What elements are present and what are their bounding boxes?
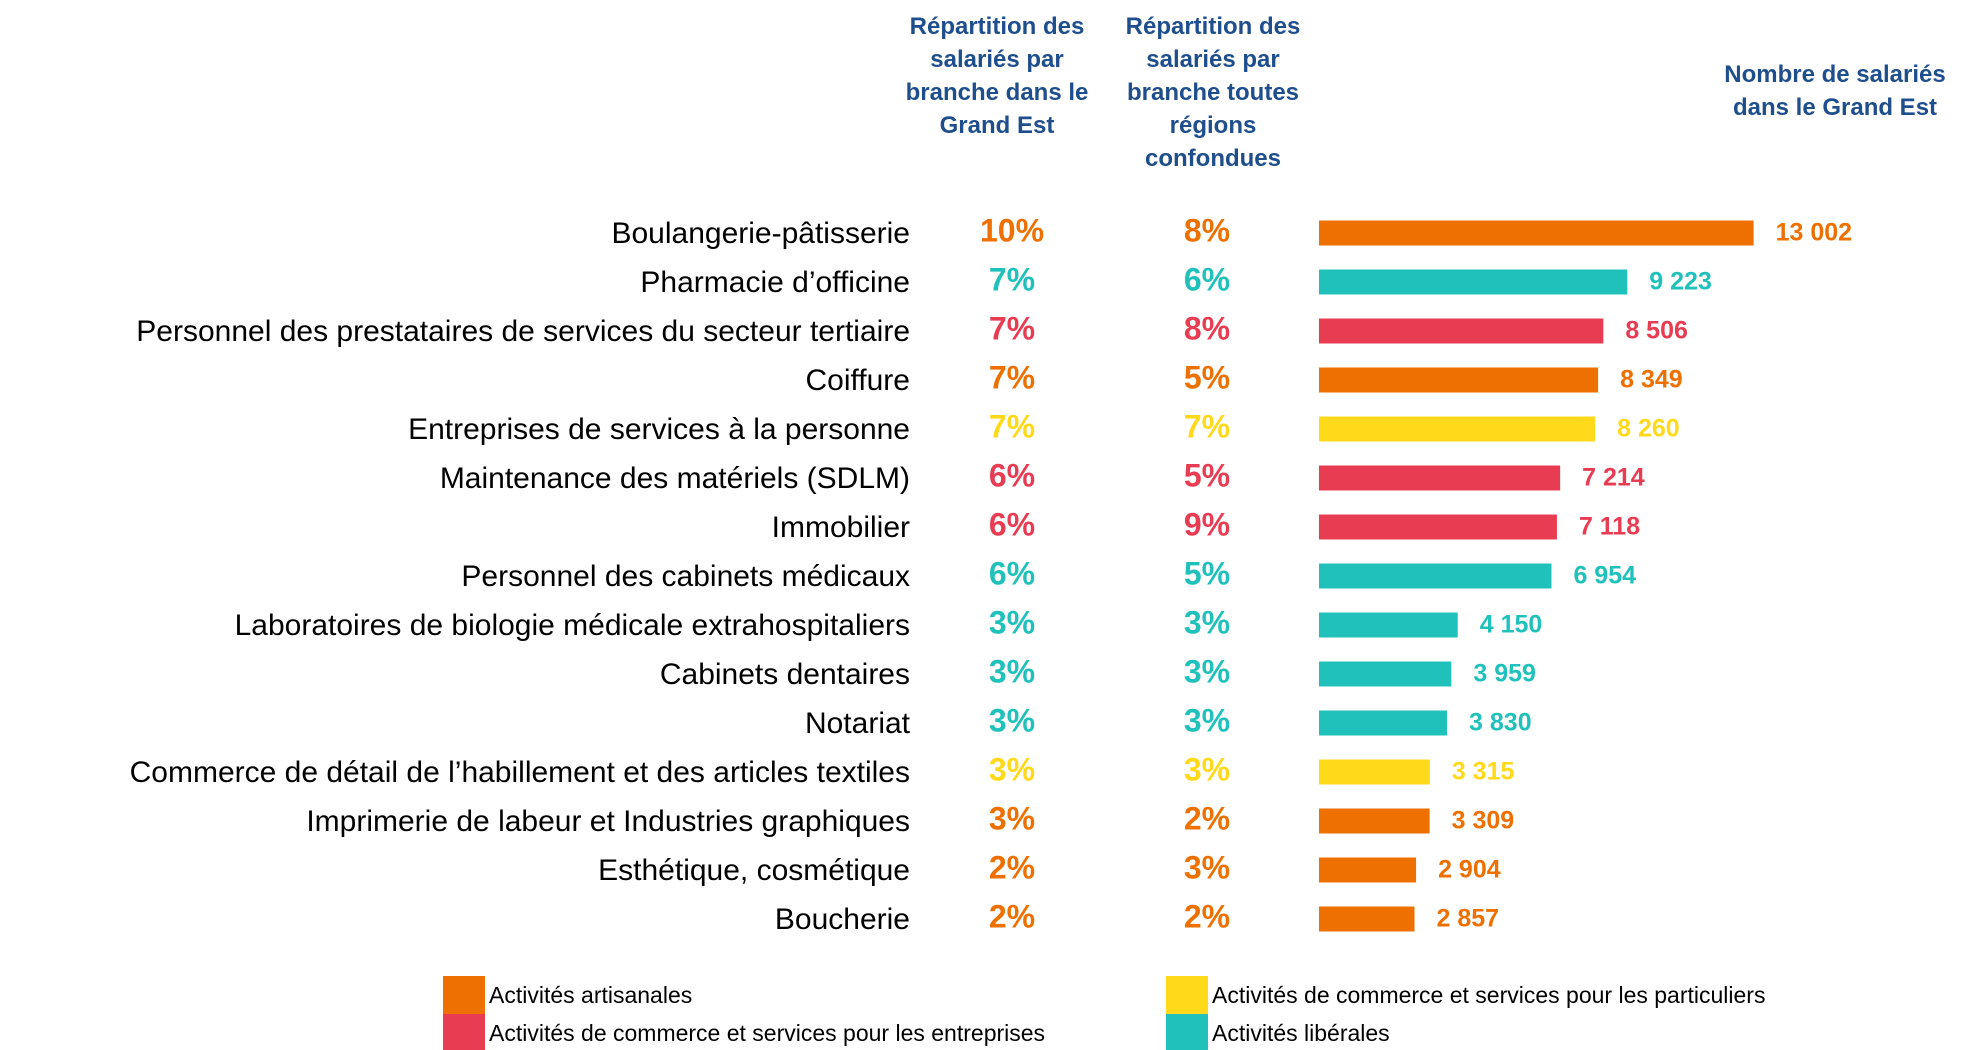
value-label: 3 830 — [1469, 709, 1532, 737]
column-header: Répartition des salariés par branche tou… — [1125, 13, 1301, 172]
percent-label: 5% — [1184, 457, 1230, 493]
percent-label: 7% — [989, 261, 1035, 297]
category-label: Entreprises de services à la personne — [408, 413, 910, 446]
bar — [1319, 367, 1599, 393]
value-label: 2 857 — [1437, 905, 1500, 933]
category-label: Laboratoires de biologie médicale extrah… — [235, 609, 910, 642]
category-label: Pharmacie d’officine — [640, 266, 910, 299]
percent-label: 3% — [989, 751, 1035, 787]
percent-label: 8% — [1184, 310, 1230, 346]
percent-label: 3% — [989, 604, 1035, 640]
category-label: Esthétique, cosmétique — [598, 854, 910, 887]
legend-label: Activités de commerce et services pour l… — [489, 1020, 1045, 1046]
legend-label: Activités artisanales — [489, 982, 692, 1008]
bar — [1319, 514, 1557, 540]
value-label: 8 260 — [1617, 415, 1680, 443]
category-label: Boucherie — [775, 903, 910, 936]
category-label: Maintenance des matériels (SDLM) — [440, 462, 910, 495]
legend-swatch — [443, 976, 485, 1014]
bar — [1319, 318, 1604, 344]
bar — [1319, 220, 1754, 246]
percent-label: 6% — [989, 457, 1035, 493]
percent-label: 3% — [1184, 849, 1230, 885]
percent-label: 3% — [989, 800, 1035, 836]
percent-label: 8% — [1184, 212, 1230, 248]
legend-swatch — [1166, 976, 1208, 1014]
value-label: 7 118 — [1579, 513, 1640, 541]
bar — [1319, 906, 1415, 932]
percent-label: 3% — [989, 653, 1035, 689]
percent-label: 2% — [989, 849, 1035, 885]
bar — [1319, 857, 1417, 883]
value-label: 9 223 — [1649, 268, 1712, 296]
value-label: 4 150 — [1480, 611, 1543, 639]
percent-label: 2% — [1184, 800, 1230, 836]
value-label: 3 959 — [1473, 660, 1536, 688]
category-label: Cabinets dentaires — [660, 658, 910, 691]
percent-label: 6% — [989, 555, 1035, 591]
percent-label: 9% — [1184, 506, 1230, 542]
category-label: Personnel des prestataires de services d… — [136, 315, 910, 348]
category-label: Notariat — [805, 707, 911, 740]
legend-swatch — [443, 1014, 485, 1050]
bar — [1319, 416, 1596, 442]
value-label: 3 315 — [1452, 758, 1515, 786]
value-label: 2 904 — [1438, 856, 1501, 884]
value-label: 8 506 — [1625, 317, 1688, 345]
percent-label: 3% — [1184, 653, 1230, 689]
bar — [1319, 269, 1628, 295]
legend-label: Activités libérales — [1212, 1020, 1390, 1046]
percent-label: 2% — [1184, 898, 1230, 934]
percent-label: 2% — [989, 898, 1035, 934]
value-header: Nombre de salariés dans le Grand Est — [1724, 61, 1946, 121]
legend-swatch — [1166, 1014, 1208, 1050]
percent-label: 7% — [989, 359, 1035, 395]
value-label: 8 349 — [1620, 366, 1683, 394]
category-label: Personnel des cabinets médicaux — [461, 560, 910, 593]
percent-label: 6% — [989, 506, 1035, 542]
column-header: Répartition des salariés par branche dan… — [905, 13, 1089, 139]
value-label: 6 954 — [1573, 562, 1636, 590]
category-label: Immobilier — [772, 511, 910, 544]
percent-label: 3% — [1184, 604, 1230, 640]
category-label: Boulangerie-pâtisserie — [611, 217, 910, 250]
bar — [1319, 759, 1430, 785]
category-label: Coiffure — [805, 364, 910, 397]
bar — [1319, 612, 1458, 638]
category-label: Imprimerie de labeur et Industries graph… — [306, 805, 910, 838]
percent-label: 7% — [989, 310, 1035, 346]
percent-label: 7% — [1184, 408, 1230, 444]
percent-label: 10% — [980, 212, 1044, 248]
value-label: 7 214 — [1582, 464, 1645, 492]
percent-label: 3% — [989, 702, 1035, 738]
bar — [1319, 465, 1561, 491]
bar — [1319, 661, 1452, 687]
bar — [1319, 808, 1430, 834]
bar — [1319, 563, 1552, 589]
bar — [1319, 710, 1448, 736]
value-label: 3 309 — [1452, 807, 1515, 835]
percent-label: 3% — [1184, 751, 1230, 787]
percent-label: 5% — [1184, 555, 1230, 591]
legend-label: Activités de commerce et services pour l… — [1212, 982, 1765, 1008]
percent-label: 3% — [1184, 702, 1230, 738]
percent-label: 5% — [1184, 359, 1230, 395]
value-label: 13 002 — [1776, 219, 1852, 247]
percent-label: 6% — [1184, 261, 1230, 297]
percent-label: 7% — [989, 408, 1035, 444]
category-label: Commerce de détail de l’habillement et d… — [130, 756, 910, 789]
